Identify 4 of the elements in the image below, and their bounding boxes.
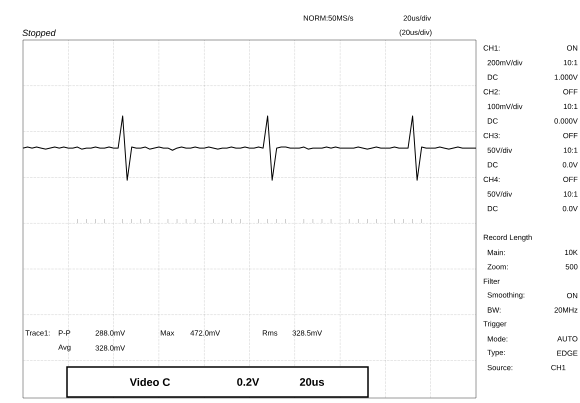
text: 0.2V [237,378,260,386]
chart-title: Stopped [22,29,56,38]
text: 20us [300,378,324,386]
text: Video C [130,378,170,386]
